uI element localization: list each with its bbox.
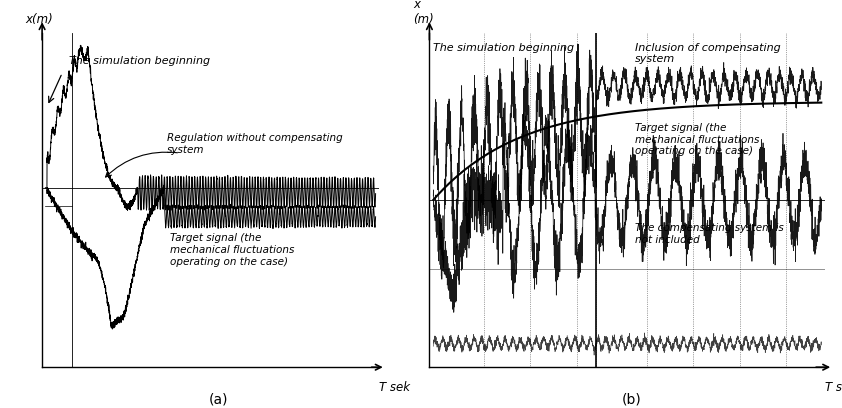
Text: The compensating system is
not included: The compensating system is not included [635, 223, 784, 245]
Text: T sek: T sek [379, 381, 410, 394]
Text: (a): (a) [209, 393, 229, 407]
Text: Target signal (the
mechanical fluctuations
operating on the case): Target signal (the mechanical fluctuatio… [170, 233, 295, 266]
Text: Inclusion of compensating
system: Inclusion of compensating system [635, 43, 781, 64]
Text: T sek: T sek [825, 381, 842, 394]
Text: Regulation without compensating
system: Regulation without compensating system [167, 133, 343, 155]
Text: x(m): x(m) [25, 13, 53, 26]
Text: (b): (b) [621, 393, 642, 407]
Text: The simulation beginning: The simulation beginning [69, 56, 210, 66]
Text: Target signal (the
mechanical fluctuations
operating on the case): Target signal (the mechanical fluctuatio… [635, 123, 759, 156]
Text: x
(m): x (m) [413, 0, 434, 26]
Text: The simulation beginning: The simulation beginning [434, 43, 574, 53]
